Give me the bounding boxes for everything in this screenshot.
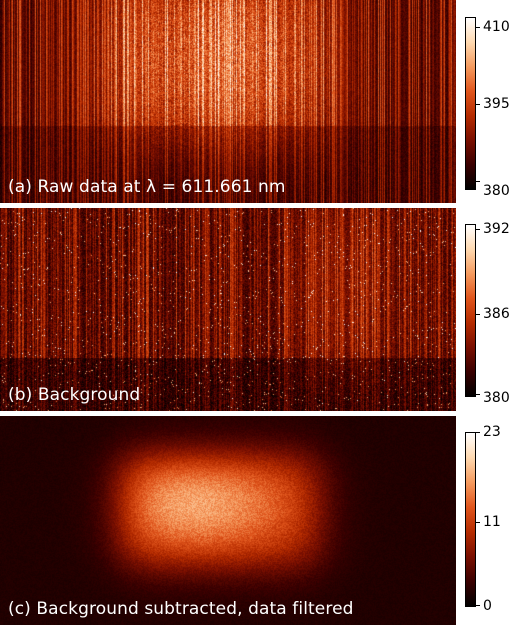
panel-b-label: (b) Background [8, 385, 141, 405]
panel-c-image: (c) Background subtracted, data filtered [0, 416, 456, 625]
panel-c-colorbar [465, 432, 476, 607]
panel-a-image: (a) Raw data at λ = 611.661 nm [0, 0, 456, 203]
panel-c-colorbar-min-label: 0 [483, 598, 492, 614]
panel-a-colorbar-max-label: 410 [483, 19, 510, 35]
panel-c-label: (c) Background subtracted, data filtered [8, 599, 354, 619]
panel-b-colorbar-mid-label: 386 [483, 306, 510, 322]
panel-b-colorbar [465, 224, 476, 397]
panel-b-colorbar-max-label: 392 [483, 221, 510, 237]
panel-a-tick-min [476, 181, 480, 182]
panel-b-tick-max [476, 229, 480, 230]
panel-a-colorbar-mid-label: 395 [483, 96, 510, 112]
panel-a-tick-mid [476, 104, 480, 105]
panel-c-tick-min [476, 605, 480, 606]
panel-a-label: (a) Raw data at λ = 611.661 nm [8, 177, 286, 197]
panel-c-tick-max [476, 432, 480, 433]
panel-c-tick-mid [476, 522, 480, 523]
panel-a-colorbar [465, 17, 476, 190]
panel-b-image: (b) Background [0, 208, 456, 411]
panel-a-colorbar-min-label: 380 [483, 183, 510, 199]
panel-b-colorbar-min-label: 380 [483, 390, 510, 406]
panel-c-colorbar-mid-label: 11 [483, 514, 501, 530]
raw-data-heatmap [0, 0, 456, 203]
background-heatmap [0, 208, 456, 411]
panel-a-tick-max [476, 27, 480, 28]
panel-c-colorbar-max-label: 23 [483, 424, 501, 440]
panel-b-tick-mid [476, 314, 480, 315]
panel-b-tick-min [476, 394, 480, 395]
filtered-heatmap [0, 416, 456, 625]
